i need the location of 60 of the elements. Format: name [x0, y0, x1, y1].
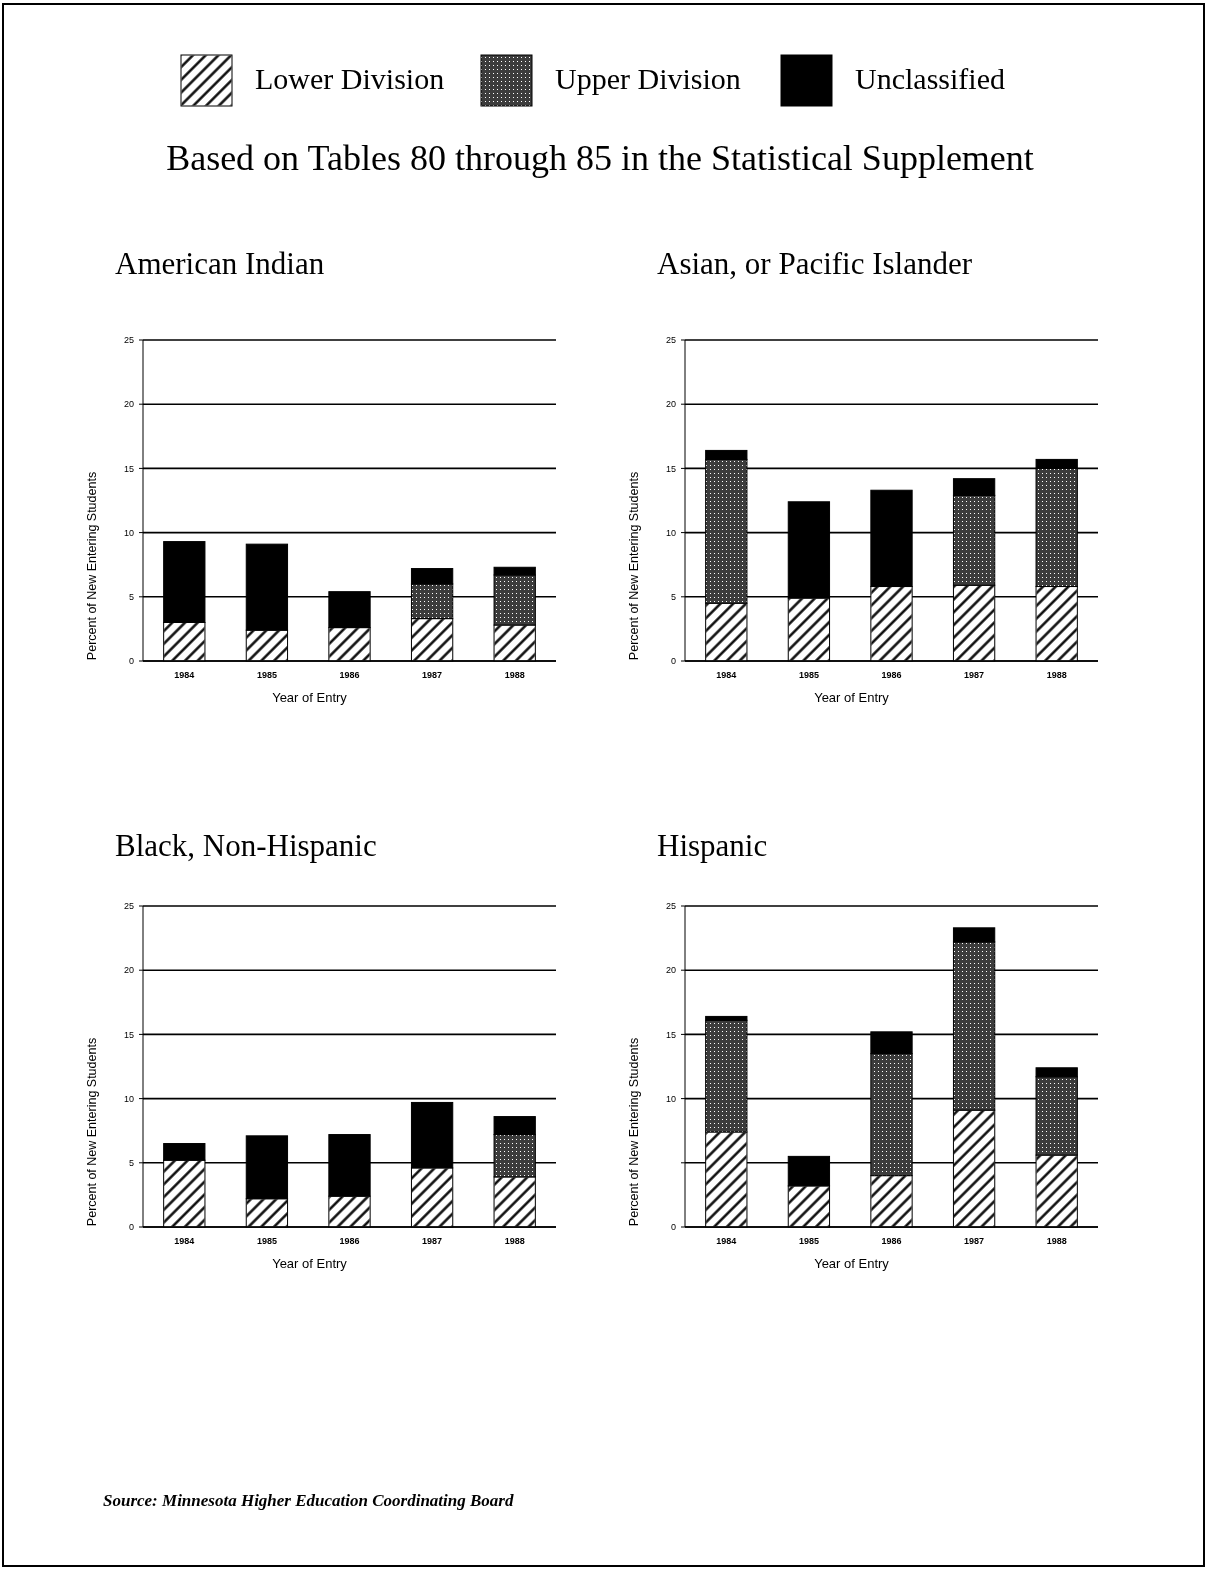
y-tick-label: 10 — [123, 1093, 134, 1104]
y-tick-label: 15 — [665, 463, 676, 474]
y-tick-label: 0 — [670, 656, 676, 667]
text: Based on Tables 80 through 85 in the Statistical Supplement — [166, 138, 1034, 178]
y-axis-title: Percent of New Entering Students — [627, 471, 641, 661]
x-tick-label: 1987 — [964, 670, 985, 680]
legend-label: Unclassified — [855, 62, 1005, 95]
y-tick-label: 25 — [123, 335, 134, 346]
chart-title: American Indian — [115, 246, 325, 281]
x-axis-title: Year of Entry — [814, 1256, 890, 1271]
legend-label: Lower Division — [255, 62, 445, 95]
x-tick-label: 1987 — [422, 1236, 443, 1246]
y-tick-label: 25 — [123, 901, 134, 912]
x-tick-label: 1988 — [504, 1236, 525, 1246]
y-tick-label: 15 — [123, 463, 134, 474]
x-tick-label: 1985 — [798, 1236, 819, 1246]
x-tick-label: 1986 — [881, 670, 902, 680]
y-tick-label: 5 — [128, 591, 134, 602]
x-tick-label: 1986 — [881, 1236, 902, 1246]
chart-title: Asian, or Pacific Islander — [657, 246, 973, 281]
y-tick-label: 0 — [128, 656, 134, 667]
x-tick-label: 1985 — [798, 670, 819, 680]
y-axis-title: Percent of New Entering Students — [627, 1037, 641, 1227]
y-tick-label: 20 — [123, 965, 134, 976]
y-axis-title: Percent of New Entering Students — [85, 471, 99, 661]
x-tick-label: 1988 — [1046, 1236, 1067, 1246]
y-tick-label: 5 — [670, 591, 676, 602]
x-tick-label: 1988 — [1046, 670, 1067, 680]
x-axis-title: Year of Entry — [814, 690, 890, 705]
x-axis-title: Year of Entry — [272, 1256, 348, 1271]
x-tick-label: 1984 — [716, 670, 737, 680]
x-tick-label: 1987 — [422, 670, 443, 680]
y-axis-title: Percent of New Entering Students — [85, 1037, 99, 1227]
y-tick-label: 25 — [665, 335, 676, 346]
legend-label: Upper Division — [555, 62, 741, 95]
y-tick-label: 15 — [665, 1029, 676, 1040]
x-tick-label: 1985 — [256, 670, 277, 680]
y-tick-label: 0 — [128, 1222, 134, 1233]
source-note: Source: Minnesota Higher Education Coordinating Board — [103, 1491, 514, 1510]
x-tick-label: 1986 — [339, 670, 360, 680]
y-tick-label: 15 — [123, 1029, 134, 1040]
y-tick-label: 0 — [670, 1222, 676, 1233]
x-tick-label: 1986 — [339, 1236, 360, 1246]
y-tick-label: 10 — [123, 527, 134, 538]
x-tick-label: 1985 — [256, 1236, 277, 1246]
y-tick-label: 25 — [665, 901, 676, 912]
x-axis-title: Year of Entry — [272, 690, 348, 705]
y-tick-label: 10 — [665, 1093, 676, 1104]
x-tick-label: 1984 — [174, 670, 195, 680]
x-tick-label: 1984 — [174, 1236, 195, 1246]
y-tick-label: 10 — [665, 527, 676, 538]
chart-title: Hispanic — [657, 828, 768, 863]
y-tick-label: 20 — [123, 399, 134, 410]
x-tick-label: 1984 — [716, 1236, 737, 1246]
x-tick-label: 1988 — [504, 670, 525, 680]
x-tick-label: 1987 — [964, 1236, 985, 1246]
y-tick-label: 20 — [665, 399, 676, 410]
y-tick-label: 5 — [128, 1157, 134, 1168]
chart-title: Black, Non-Hispanic — [115, 828, 377, 863]
y-tick-label: 20 — [665, 965, 676, 976]
